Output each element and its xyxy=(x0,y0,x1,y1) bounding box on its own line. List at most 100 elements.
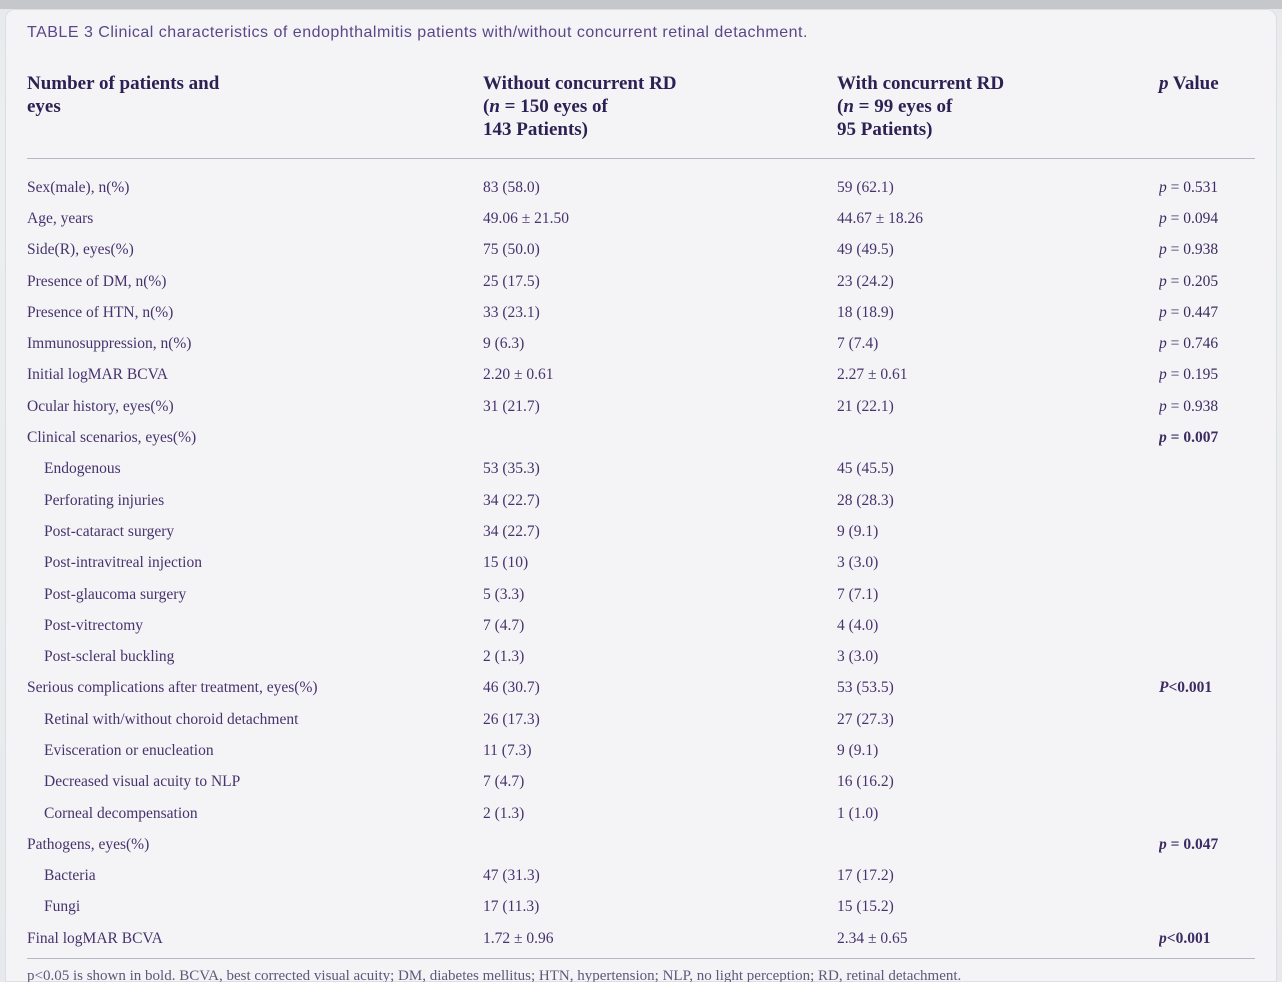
table-row: Final logMAR BCVA 1.72 ± 0.96 2.34 ± 0.65 p… xyxy=(27,923,1255,954)
column-header-pvalue: p Value xyxy=(1159,72,1255,141)
row-label: Age, years xyxy=(27,209,94,227)
p-symbol: p xyxy=(1159,335,1167,353)
with-rd-value: 18 (18.9) xyxy=(837,303,894,321)
row-label: Pathogens, eyes(%) xyxy=(27,835,150,853)
row-label: Post-intravitreal injection xyxy=(44,554,202,572)
p-symbol: P xyxy=(1159,679,1169,697)
column-header-rowlabel: Number of patients and eyes xyxy=(27,72,483,141)
with-rd-value: 16 (16.2) xyxy=(837,773,894,791)
column-header-with-rd: With concurrent RD (n = 99 eyes of 95 Pa… xyxy=(837,72,1159,141)
row-label: Presence of DM, n(%) xyxy=(27,272,167,290)
without-rd-value: 26 (17.3) xyxy=(483,710,540,728)
table-row: Retinal with/without choroid detachment 2… xyxy=(27,704,1255,735)
without-rd-value: 2 (1.3) xyxy=(483,648,525,666)
without-rd-value: 31 (21.7) xyxy=(483,397,540,415)
header-line: eyes xyxy=(27,96,61,117)
paper-table-page: TABLE 3 Clinical characteristics of endo… xyxy=(5,9,1277,982)
table-row: Decreased visual acuity to NLP 7 (4.7) 16 … xyxy=(27,767,1255,798)
table-row: Age, years 49.06 ± 21.50 44.67 ± 18.26 p = … xyxy=(27,203,1255,234)
table-row: Initial logMAR BCVA 2.20 ± 0.61 2.27 ± 0.6… xyxy=(27,360,1255,391)
p-value: p = 0.205 xyxy=(1159,272,1219,290)
sample-size-text: = 99 eyes of xyxy=(853,96,953,117)
table-row: Post-cataract surgery 34 (22.7) 9 (9.1) xyxy=(27,516,1255,547)
row-label: Presence of HTN, n(%) xyxy=(27,303,174,321)
with-rd-value: 59 (62.1) xyxy=(837,178,894,196)
p-symbol: p xyxy=(1159,303,1167,321)
table-caption: TABLE 3 Clinical characteristics of endo… xyxy=(27,24,808,41)
row-label: Decreased visual acuity to NLP xyxy=(44,773,241,791)
row-label: Perforating injuries xyxy=(44,491,165,509)
table-row: Post-glaucoma surgery 5 (3.3) 7 (7.1) xyxy=(27,579,1255,610)
with-rd-value: 3 (3.0) xyxy=(837,554,879,572)
without-rd-value: 7 (4.7) xyxy=(483,616,525,634)
without-rd-value: 49.06 ± 21.50 xyxy=(483,209,570,227)
paren: ( xyxy=(483,96,490,117)
header-line: With concurrent RD xyxy=(837,73,1005,94)
with-rd-value: 23 (24.2) xyxy=(837,272,894,290)
header-line: Number of patients and xyxy=(27,73,220,94)
p-value: p = 0.938 xyxy=(1159,397,1219,415)
header-line: Value xyxy=(1168,73,1219,94)
table-row: Pathogens, eyes(%) p = 0.047 xyxy=(27,829,1255,860)
without-rd-value: 2.20 ± 0.61 xyxy=(483,366,554,384)
p-symbol: p xyxy=(1159,835,1167,853)
table-row: Side(R), eyes(%) 75 (50.0) 49 (49.5) p = 0.… xyxy=(27,235,1255,266)
without-rd-value: 34 (22.7) xyxy=(483,491,540,509)
table-row: Endogenous 53 (35.3) 45 (45.5) xyxy=(27,454,1255,485)
with-rd-value: 53 (53.5) xyxy=(837,679,894,697)
n-variable: n xyxy=(843,96,854,117)
header-rule xyxy=(27,158,1255,159)
p-value: p = 0.746 xyxy=(1159,335,1219,353)
with-rd-value: 21 (22.1) xyxy=(837,397,894,415)
row-label: Post-glaucoma surgery xyxy=(44,585,187,603)
table-row: Bacteria 47 (31.3) 17 (17.2) xyxy=(27,861,1255,892)
row-label: Post-cataract surgery xyxy=(44,522,175,540)
row-label: Endogenous xyxy=(44,460,121,478)
row-label: Bacteria xyxy=(44,867,96,885)
with-rd-value: 17 (17.2) xyxy=(837,867,894,885)
p-value: p = 0.047 xyxy=(1159,835,1219,853)
table-row: Fungi 17 (11.3) 15 (15.2) xyxy=(27,892,1255,923)
without-rd-value: 2 (1.3) xyxy=(483,804,525,822)
footer-rule xyxy=(27,958,1255,960)
without-rd-value: 34 (22.7) xyxy=(483,522,540,540)
table-row: Presence of DM, n(%) 25 (17.5) 23 (24.2) p … xyxy=(27,266,1255,297)
without-rd-value: 25 (17.5) xyxy=(483,272,540,290)
without-rd-value: 17 (11.3) xyxy=(483,898,540,916)
table-row: Post-scleral buckling 2 (1.3) 3 (3.0) xyxy=(27,641,1255,672)
without-rd-value: 75 (50.0) xyxy=(483,241,540,259)
header-line: (n = 150 eyes of xyxy=(483,95,837,118)
p-symbol: p xyxy=(1159,209,1167,227)
header-line: 95 Patients) xyxy=(837,119,933,140)
row-label: Evisceration or enucleation xyxy=(44,741,214,759)
p-symbol: p xyxy=(1159,366,1167,384)
sample-size-text: = 150 eyes of xyxy=(499,96,608,117)
table-footnote: p<0.05 is shown in bold. BCVA, best corr… xyxy=(27,968,962,982)
with-rd-value: 9 (9.1) xyxy=(837,741,879,759)
without-rd-value: 1.72 ± 0.96 xyxy=(483,929,554,947)
row-label: Post-scleral buckling xyxy=(44,648,175,666)
table-body: Sex(male), n(%) 83 (58.0) 59 (62.1) p = 0.5… xyxy=(27,159,1255,954)
row-label: Serious complications after treatment, e… xyxy=(27,679,318,697)
p-value: p = 0.531 xyxy=(1159,178,1219,196)
without-rd-value: 46 (30.7) xyxy=(483,679,540,697)
header-line: Without concurrent RD xyxy=(483,73,677,94)
table-row: Post-vitrectomy 7 (4.7) 4 (4.0) xyxy=(27,610,1255,641)
with-rd-value: 7 (7.1) xyxy=(837,585,879,603)
with-rd-value: 44.67 ± 18.26 xyxy=(837,209,924,227)
with-rd-value: 45 (45.5) xyxy=(837,460,894,478)
table-row: Perforating injuries 34 (22.7) 28 (28.3) xyxy=(27,485,1255,516)
row-label: Side(R), eyes(%) xyxy=(27,241,134,259)
header-line: 143 Patients) xyxy=(483,119,589,140)
table-row: Corneal decompensation 2 (1.3) 1 (1.0) xyxy=(27,798,1255,829)
p-symbol: p xyxy=(1159,241,1167,259)
row-label: Ocular history, eyes(%) xyxy=(27,397,174,415)
paren: ( xyxy=(837,96,844,117)
p-symbol: p xyxy=(1159,429,1167,447)
row-label: Retinal with/without choroid detachment xyxy=(44,710,299,728)
row-label: Sex(male), n(%) xyxy=(27,178,130,196)
p-symbol: p xyxy=(1159,178,1167,196)
row-label: Immunosuppression, n(%) xyxy=(27,335,192,353)
row-label: Initial logMAR BCVA xyxy=(27,366,168,384)
with-rd-value: 28 (28.3) xyxy=(837,491,894,509)
